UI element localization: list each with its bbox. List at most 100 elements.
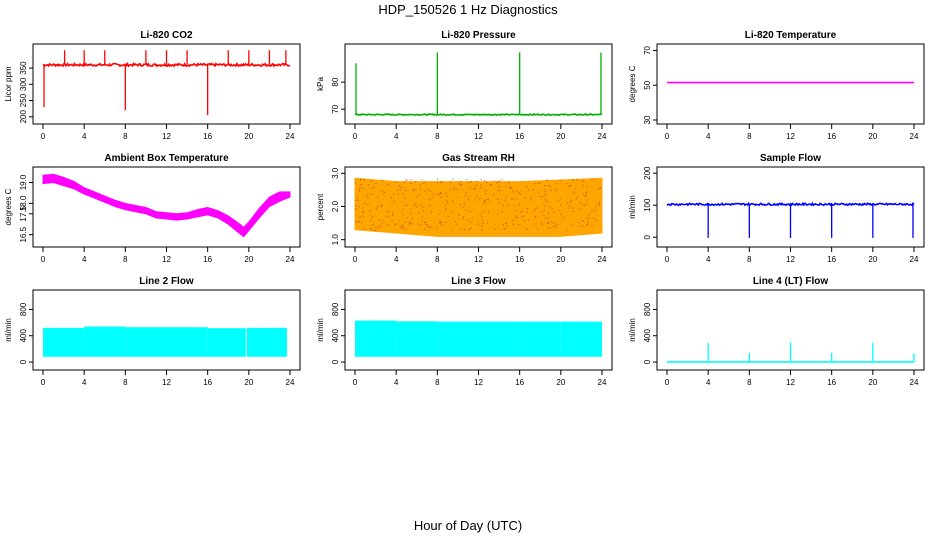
series-point <box>462 216 465 218</box>
series-point <box>559 199 561 201</box>
series-point <box>522 215 524 217</box>
series-point <box>430 212 432 214</box>
series-point <box>591 225 593 227</box>
series-point <box>458 183 461 185</box>
series-band <box>207 328 246 357</box>
x-tick-label: 16 <box>203 132 212 141</box>
series-point <box>476 180 478 182</box>
series-point <box>355 205 357 207</box>
series-point <box>370 228 372 230</box>
series-point <box>546 179 548 181</box>
series-point <box>487 210 490 213</box>
series-point <box>535 216 537 218</box>
series-point <box>429 190 431 193</box>
series-point <box>469 228 471 230</box>
series-point <box>355 182 357 184</box>
series-point <box>432 193 434 195</box>
series-point <box>450 211 453 213</box>
series-point <box>525 186 528 188</box>
series-point <box>503 228 505 230</box>
series-point <box>481 216 483 218</box>
series-point <box>399 225 401 227</box>
series-point <box>484 199 486 202</box>
series-point <box>418 194 420 196</box>
series-point <box>459 228 462 230</box>
series-point <box>375 208 378 210</box>
x-tick-label: 8 <box>123 132 128 141</box>
series-point <box>569 185 571 187</box>
series-point <box>366 195 368 197</box>
x-tick-label: 16 <box>515 378 524 387</box>
series-point <box>469 211 472 213</box>
y-tick-label: 30 <box>643 115 652 124</box>
series-point <box>456 223 458 225</box>
chart-panel-8: Line 3 Flow ml/min 0 4 8 12 16 20 24 0 400 800 <box>316 276 613 387</box>
y-tick-label: 80 <box>331 77 340 86</box>
x-tick-label: 20 <box>244 378 253 387</box>
series-point <box>518 204 520 206</box>
x-tick-label: 12 <box>786 378 795 387</box>
series-point <box>439 222 441 224</box>
series-point <box>581 219 583 221</box>
series-point <box>542 196 544 198</box>
series-point <box>539 196 541 198</box>
series-point <box>460 180 462 182</box>
y-axis-label: degrees C <box>4 188 13 225</box>
series-point <box>416 196 418 198</box>
series-point <box>405 229 407 231</box>
series-point <box>390 197 392 199</box>
series-point <box>411 218 413 220</box>
x-tick-label: 4 <box>82 255 87 264</box>
series-point <box>577 196 579 198</box>
series-point <box>572 191 574 193</box>
chart-panel-3: Li-820 Temperature degrees C 0 4 8 12 16 20 24 30… <box>628 30 925 141</box>
series-point <box>422 210 424 212</box>
series-point <box>367 204 369 206</box>
series-point <box>402 187 404 189</box>
series-point <box>534 183 536 185</box>
series-group <box>43 326 287 357</box>
series-point <box>412 189 414 191</box>
series-point <box>356 197 358 199</box>
series-point <box>402 201 404 203</box>
x-tick-label: 16 <box>203 378 212 387</box>
series-point <box>367 184 369 186</box>
series-point <box>515 198 518 200</box>
series-band <box>354 177 603 237</box>
series-point <box>358 206 361 208</box>
series-point <box>359 178 361 180</box>
series-point <box>583 181 585 183</box>
series-point <box>402 208 404 210</box>
series-point <box>375 226 377 228</box>
series-point <box>377 206 379 208</box>
series-point <box>417 223 419 225</box>
y-tick-label: 17.5 <box>19 205 28 221</box>
series-band <box>478 321 520 357</box>
series-point <box>357 199 360 201</box>
series-line <box>354 113 603 117</box>
series-point <box>394 223 396 225</box>
series-point <box>404 197 406 199</box>
series-point <box>392 212 394 215</box>
series-point <box>500 190 502 192</box>
series-point <box>501 211 503 213</box>
x-tick-label: 4 <box>82 378 87 387</box>
series-point <box>536 227 538 230</box>
series-point <box>440 181 443 183</box>
series-point <box>402 193 404 195</box>
series-point <box>438 213 440 215</box>
series-point <box>545 195 547 197</box>
x-tick-label: 8 <box>435 132 440 141</box>
series-point <box>447 216 449 218</box>
series-point <box>497 180 499 182</box>
series-point <box>474 199 476 201</box>
series-point <box>363 202 366 204</box>
series-point <box>543 205 546 207</box>
series-point <box>404 222 406 224</box>
series-point <box>407 204 409 206</box>
series-band <box>84 326 126 357</box>
x-tick-label: 24 <box>286 132 295 141</box>
series-point <box>544 217 546 219</box>
series-point <box>395 181 398 183</box>
series-point <box>544 193 546 195</box>
